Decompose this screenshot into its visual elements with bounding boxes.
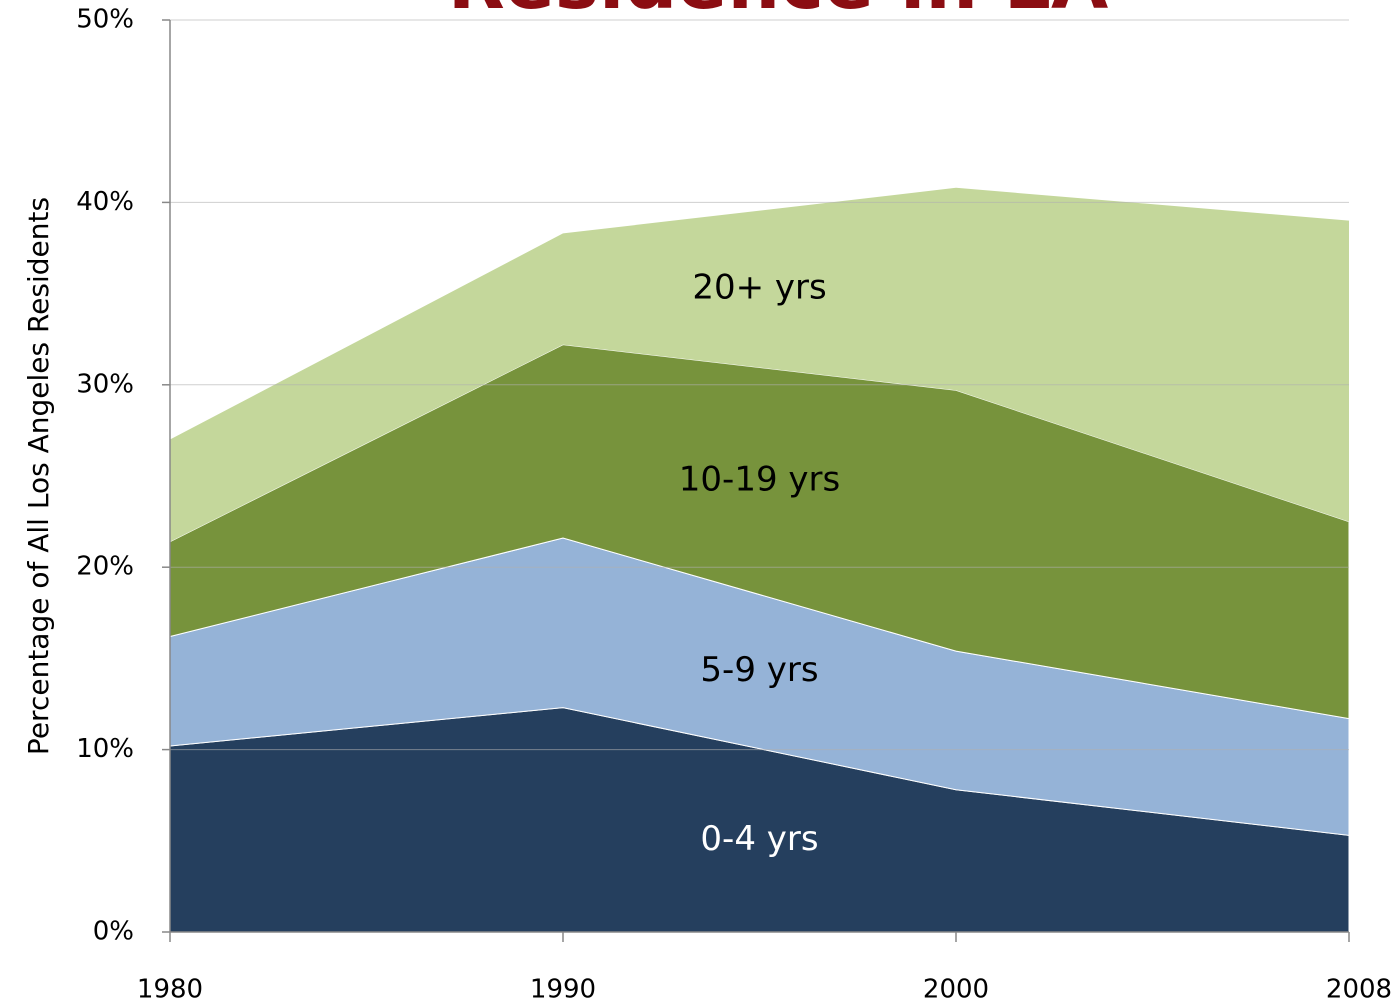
x-tick-label: 1990 xyxy=(530,975,596,1005)
y-tick-label: 50% xyxy=(76,5,134,35)
series-label: 0-4 yrs xyxy=(700,819,818,859)
y-tick-label: 20% xyxy=(76,552,134,582)
area xyxy=(170,187,1349,542)
series-label: 5-9 yrs xyxy=(700,650,818,690)
series-label: 10-19 yrs xyxy=(679,460,840,500)
x-tick-label: 1980 xyxy=(137,975,203,1005)
chart-title: Residence in LA xyxy=(448,0,1108,26)
area xyxy=(169,344,1350,720)
y-axis-label: Percentage of All Los Angeles Residents xyxy=(22,197,55,755)
y-tick-label: 40% xyxy=(76,187,134,217)
y-tick-label: 0% xyxy=(93,917,134,947)
y-tick-label: 30% xyxy=(76,369,134,399)
y-tick-label: 10% xyxy=(76,734,134,764)
series-label: 20+ yrs xyxy=(692,268,826,308)
x-tick-label: 2000 xyxy=(923,975,989,1005)
x-tick-label: 2008 xyxy=(1326,975,1392,1005)
